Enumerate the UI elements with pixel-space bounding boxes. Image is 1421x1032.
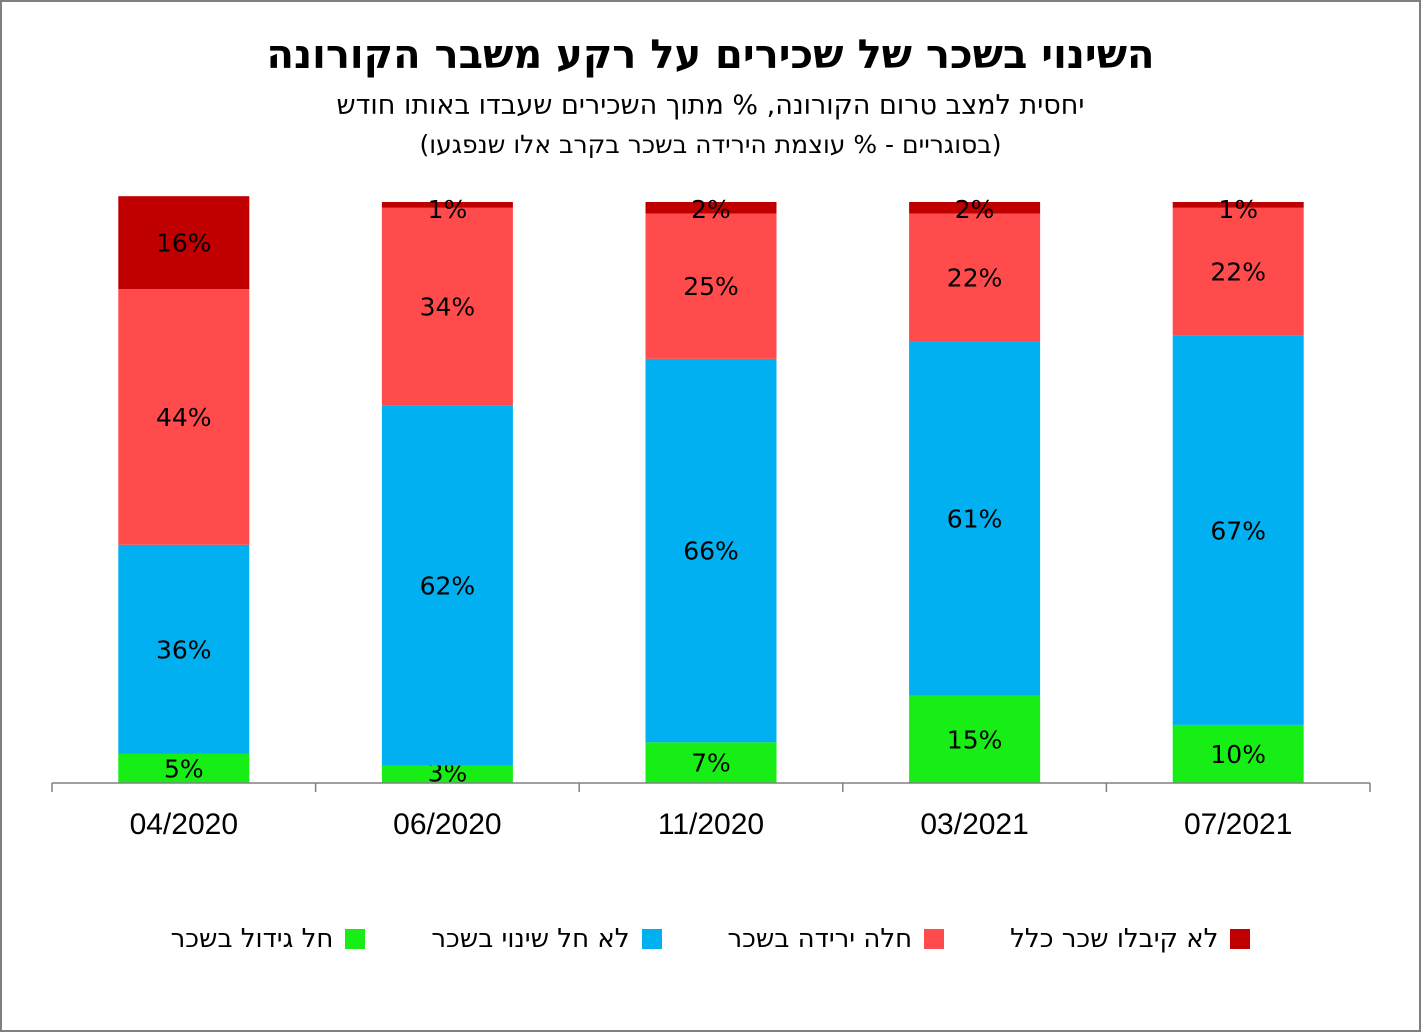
- legend-item: חל גידול בשכר: [171, 924, 366, 954]
- bar-segment: [1172, 202, 1304, 208]
- bar-segment: [118, 196, 250, 290]
- bar-segment: [1172, 724, 1304, 783]
- x-tick-label: 11/2020: [658, 808, 764, 841]
- chart-subtitle: יחסית למצב טרום הקורונה, % מתוך השכירים …: [336, 90, 1085, 121]
- chart-title: השינוי בשכר של שכירים על רקע משבר הקורונ…: [266, 32, 1155, 78]
- legend-label: לא חל שינוי בשכר: [431, 924, 630, 954]
- data-label: 25%: [683, 272, 739, 301]
- data-label: 5%: [164, 754, 204, 783]
- data-label: 22%: [947, 264, 1003, 293]
- bar-segment: [381, 405, 513, 766]
- x-tick-label: 07/2021: [1184, 808, 1292, 841]
- bar-segment: [381, 202, 513, 208]
- legend-label: חל גידול בשכר: [170, 924, 334, 954]
- bar-segment: [645, 358, 777, 743]
- data-label: 66%: [683, 537, 739, 566]
- bar-segment: [645, 742, 777, 783]
- legend-label: חלה ירידה בשכר: [727, 924, 913, 954]
- data-label: 22%: [1210, 258, 1266, 287]
- legend: חל גידול בשכר לא חל שינוי בשכר חלה ירידה ב…: [2, 924, 1419, 954]
- data-label: 1%: [1218, 195, 1258, 224]
- x-tick-label: 03/2021: [920, 808, 1028, 841]
- legend-item: חלה ירידה בשכר: [728, 924, 945, 954]
- bar-segment: [645, 202, 777, 214]
- legend-item: לא חל שינוי בשכר: [431, 924, 662, 954]
- bar-segment: [909, 341, 1041, 696]
- bar-segment: [909, 202, 1041, 214]
- bar-segment: [118, 544, 250, 754]
- x-tick-label: 06/2020: [393, 808, 501, 841]
- bar-segment: [1172, 207, 1304, 336]
- data-label: 62%: [420, 571, 476, 600]
- legend-swatch: [345, 929, 366, 949]
- legend-swatch: [1230, 929, 1251, 949]
- data-label: 7%: [691, 749, 731, 778]
- legend-swatch: [641, 929, 662, 949]
- bar-segment: [909, 213, 1041, 342]
- bar-segment: [118, 753, 250, 783]
- data-label: 2%: [955, 195, 995, 224]
- data-label: 34%: [420, 293, 476, 322]
- data-label: 15%: [947, 725, 1003, 754]
- data-label: 67%: [1210, 516, 1266, 545]
- data-label: 10%: [1210, 740, 1266, 769]
- data-label: 44%: [156, 403, 212, 432]
- bar-segment: [381, 765, 513, 783]
- legend-swatch: [924, 929, 945, 949]
- x-tick-label: 04/2020: [130, 808, 238, 841]
- data-label: 16%: [156, 229, 212, 258]
- data-label: 2%: [691, 195, 731, 224]
- bar-segment: [381, 207, 513, 406]
- bar-segment: [1172, 335, 1304, 725]
- bar-segment: [118, 289, 250, 545]
- stacked-bar-chart: 5%36%44%16%04/20203%62%(-26%)34%1%06/202…: [51, 195, 1371, 841]
- legend-item: לא קיבלו שכר כלל: [1010, 924, 1251, 954]
- data-label: 61%: [947, 505, 1003, 534]
- data-label: 1%: [428, 195, 468, 224]
- legend-label: לא קיבלו שכר כלל: [1010, 924, 1219, 954]
- data-label: 36%: [156, 635, 212, 664]
- bar-segment: [909, 695, 1041, 783]
- bar-segment: [645, 213, 777, 359]
- chart-note: (בסוגריים - % עוצמת הירידה בשכר בקרב אלו…: [419, 130, 1002, 159]
